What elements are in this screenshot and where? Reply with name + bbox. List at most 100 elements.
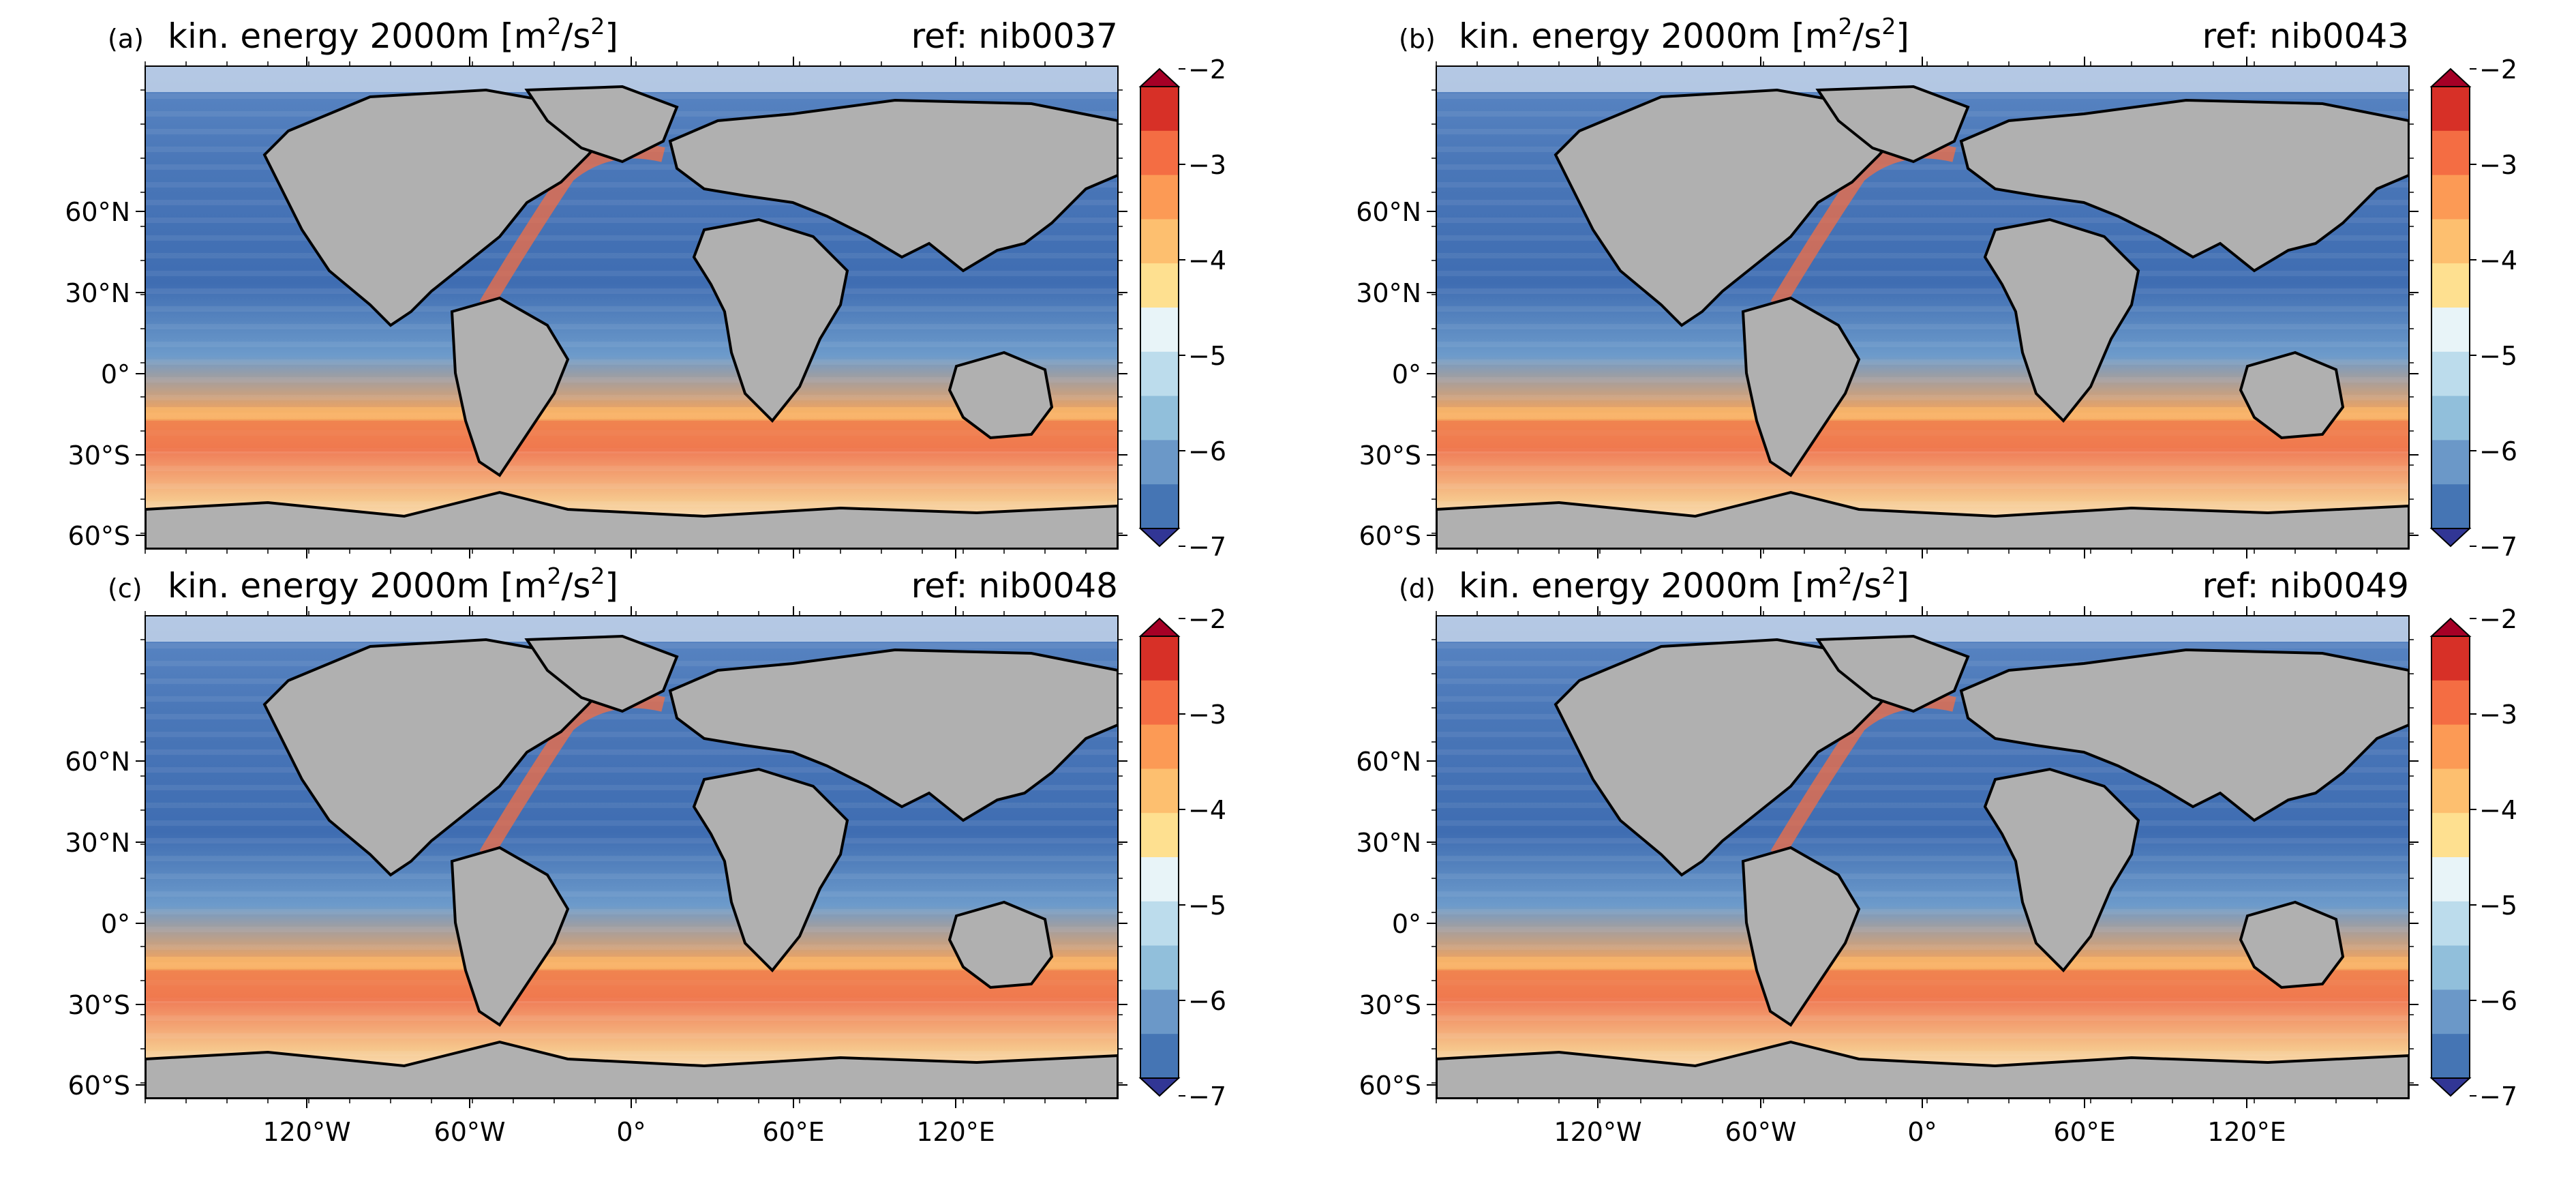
- colorbar-extend-min: [1138, 1077, 1181, 1097]
- colorbar-segment: [1140, 901, 1179, 947]
- colorbar-segment: [1140, 219, 1179, 264]
- colorbar-segment: [1140, 857, 1179, 902]
- lon-tick-label: 120°W: [1554, 1117, 1641, 1147]
- lat-tick-label: 30°S: [1359, 441, 1421, 471]
- lon-tick-label: 120°E: [916, 1117, 995, 1147]
- colorbar-segment: [2431, 680, 2470, 726]
- colorbar: −2 −3 −4 −5 −6 −7: [2429, 604, 2517, 1112]
- panel-ref: ref: nib0048: [911, 566, 1118, 606]
- colorbar-extend-min: [2429, 1077, 2472, 1097]
- map-panel-a: (a) kin. energy 2000m [m2/s2] ref: nib0037…: [65, 13, 1226, 562]
- panel-label: (d): [1399, 573, 1436, 604]
- colorbar-extend-max: [2429, 617, 2472, 637]
- lat-tick-label: 0°: [1392, 909, 1421, 939]
- colorbar-segment: [2431, 1034, 2470, 1079]
- colorbar-extend-max: [2429, 68, 2472, 87]
- colorbar-segment: [1140, 1034, 1179, 1079]
- lat-tick-label: 30°S: [68, 441, 130, 471]
- colorbar-extend-max: [1138, 68, 1181, 87]
- colorbar-tick-label: −3: [2479, 150, 2517, 180]
- map-area: [1436, 66, 2409, 549]
- colorbar-tick-label: −6: [2479, 436, 2517, 466]
- colorbar-segment: [2431, 175, 2470, 220]
- colorbar-tick-label: −2: [1188, 55, 1226, 85]
- lat-tick-label: 30°S: [68, 990, 130, 1020]
- lat-tick-label: 60°N: [65, 747, 130, 777]
- panels: (a) kin. energy 2000m [m2/s2] ref: nib0037…: [65, 13, 2517, 1147]
- colorbar-tick-label: −5: [1188, 891, 1226, 921]
- lat-tick-label: 60°S: [68, 521, 130, 551]
- colorbar-tick-label: −6: [2479, 986, 2517, 1016]
- colorbar-tick-label: −5: [2479, 341, 2517, 371]
- colorbar-segment: [1140, 308, 1179, 353]
- southern-ocean-band: [145, 421, 1118, 451]
- colorbar-segment: [2431, 857, 2470, 902]
- colorbar-segment: [2431, 724, 2470, 769]
- southern-ocean-band: [145, 970, 1118, 1001]
- lat-tick-label: 60°S: [1359, 521, 1421, 551]
- lat-tick-label: 30°N: [1356, 278, 1421, 308]
- lon-tick-label: 60°W: [434, 1117, 506, 1147]
- colorbar-segment: [1140, 175, 1179, 220]
- colorbar-segment: [1140, 724, 1179, 769]
- colorbar-segment: [1140, 680, 1179, 726]
- panel-title: kin. energy 2000m [m2/s2]: [168, 13, 618, 56]
- lat-tick-label: 30°N: [65, 828, 130, 858]
- colorbar-segment: [2431, 769, 2470, 814]
- colorbar-tick-label: −6: [1188, 986, 1226, 1016]
- colorbar-segment: [2431, 219, 2470, 264]
- panel-ref: ref: nib0049: [2202, 566, 2409, 606]
- colorbar-segment: [1140, 263, 1179, 308]
- colorbar-tick-label: −4: [2479, 795, 2517, 825]
- colorbar-tick-label: −2: [2479, 604, 2517, 634]
- lon-tick-label: 0°: [1907, 1117, 1937, 1147]
- colorbar-tick-label: −3: [1188, 150, 1226, 180]
- panel-label: (c): [108, 573, 142, 604]
- colorbar-segment: [2431, 440, 2470, 485]
- lon-tick-label: 120°E: [2207, 1117, 2286, 1147]
- southern-ocean-band: [1436, 421, 2409, 451]
- map-panel-d: (d) kin. energy 2000m [m2/s2] ref: nib0049…: [1356, 563, 2517, 1147]
- colorbar-segment: [1140, 440, 1179, 485]
- colorbar-segment: [2431, 130, 2470, 176]
- colorbar-segment: [1140, 813, 1179, 858]
- lat-tick-label: 0°: [1392, 359, 1421, 389]
- colorbar-tick-label: −4: [2479, 245, 2517, 275]
- panel-title: kin. energy 2000m [m2/s2]: [1459, 13, 1909, 56]
- lat-tick-label: 60°S: [68, 1071, 130, 1101]
- panel-title: kin. energy 2000m [m2/s2]: [1459, 563, 1909, 606]
- lon-tick-label: 60°W: [1725, 1117, 1797, 1147]
- colorbar-tick-label: −2: [2479, 55, 2517, 85]
- colorbar-segment: [2431, 636, 2470, 681]
- colorbar-segment: [1140, 945, 1179, 990]
- colorbar-segment: [2431, 263, 2470, 308]
- map-area: [145, 616, 1118, 1099]
- panel-ref: ref: nib0043: [2202, 16, 2409, 56]
- colorbar: −2 −3 −4 −5 −6 −7: [2429, 55, 2517, 562]
- panel-ref: ref: nib0037: [911, 16, 1118, 56]
- colorbar-segment: [1140, 351, 1179, 397]
- colorbar-segment: [1140, 87, 1179, 132]
- lat-tick-label: 0°: [101, 359, 130, 389]
- colorbar-tick-label: −3: [1188, 700, 1226, 730]
- colorbar-segment: [1140, 989, 1179, 1034]
- southern-ocean-band: [1436, 970, 2409, 1001]
- colorbar: −2 −3 −4 −5 −6 −7: [1138, 604, 1226, 1112]
- colorbar-segment: [2431, 813, 2470, 858]
- colorbar-segment: [1140, 396, 1179, 441]
- colorbar-segment: [2431, 901, 2470, 947]
- lon-tick-label: 60°E: [762, 1117, 824, 1147]
- colorbar-extend-max: [1138, 617, 1181, 637]
- colorbar-tick-label: −3: [2479, 700, 2517, 730]
- panel-label: (a): [108, 24, 144, 54]
- colorbar: −2 −3 −4 −5 −6 −7: [1138, 55, 1226, 562]
- map-panel-c: (c) kin. energy 2000m [m2/s2] ref: nib0048…: [65, 563, 1226, 1147]
- lat-tick-label: 60°N: [65, 197, 130, 227]
- colorbar-extend-min: [1138, 528, 1181, 548]
- lat-tick-label: 60°N: [1356, 747, 1421, 777]
- colorbar-segment: [2431, 308, 2470, 353]
- lat-tick-label: 30°N: [1356, 828, 1421, 858]
- lon-tick-label: 60°E: [2053, 1117, 2115, 1147]
- colorbar-tick-label: −7: [1188, 532, 1226, 562]
- colorbar-segment: [2431, 484, 2470, 529]
